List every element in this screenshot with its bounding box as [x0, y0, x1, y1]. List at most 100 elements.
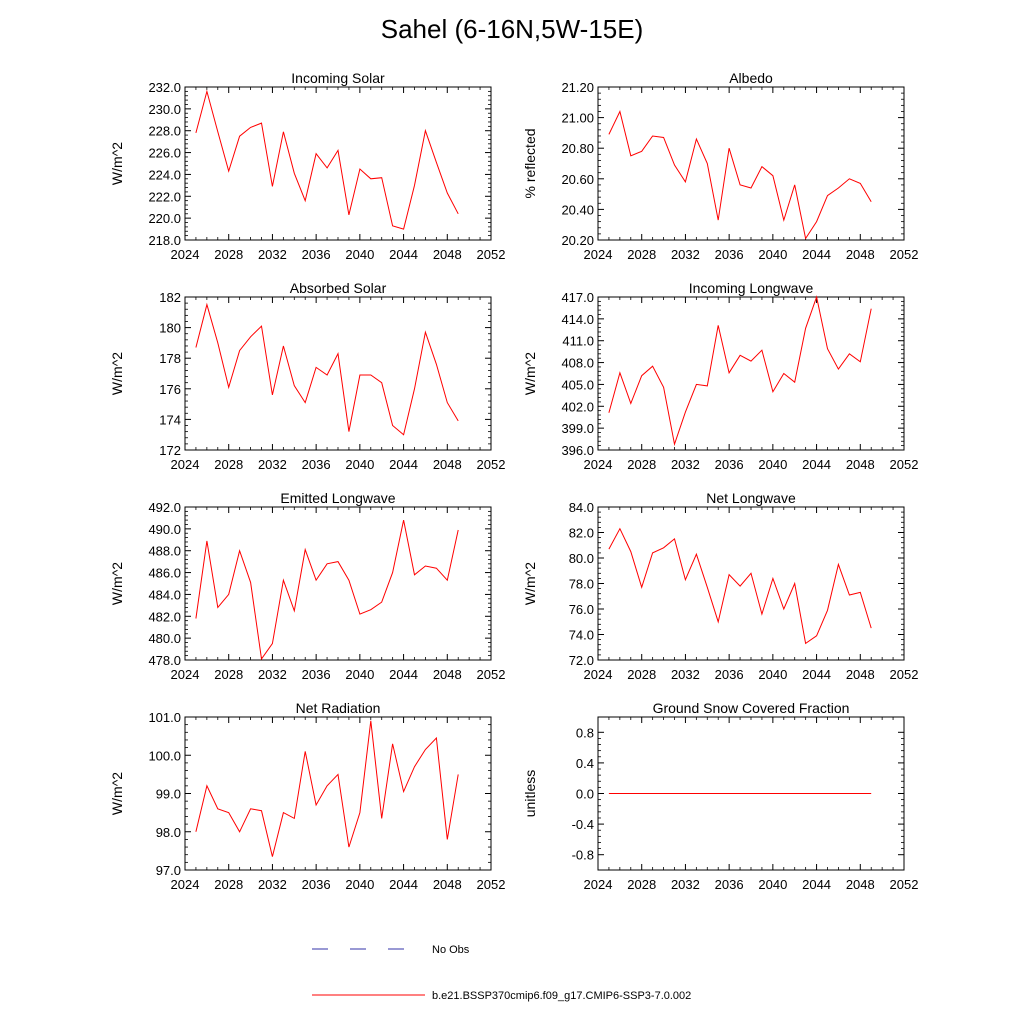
y-tick-label: 417.0	[561, 290, 594, 305]
y-tick-label: 230.0	[148, 102, 181, 117]
panel-emitted-longwave: Emitted Longwave W/m^2 2024 2028 2032 2036 204…	[109, 490, 505, 682]
y-tick-label: 97.0	[156, 863, 181, 878]
y-tick-label: 488.0	[148, 544, 181, 559]
x-tick-label: 2024	[171, 457, 200, 472]
y-tick-label: 408.0	[561, 356, 594, 371]
y-tick-label: 482.0	[148, 609, 181, 624]
panel-title: Net Radiation	[296, 700, 381, 716]
y-tick-label: -0.8	[572, 848, 594, 863]
y-axis-label: W/m^2	[109, 352, 125, 395]
y-tick-label: 172	[159, 443, 181, 458]
figure-title: Sahel (6-16N,5W-15E)	[380, 14, 644, 44]
x-tick-label: 2024	[584, 667, 613, 682]
y-tick-label: 99.0	[156, 787, 181, 802]
y-tick-label: 72.0	[569, 653, 594, 668]
panel-title: Emitted Longwave	[280, 490, 395, 506]
panel-title: Incoming Longwave	[689, 280, 814, 296]
x-tick-label: 2032	[671, 667, 700, 682]
x-tick-label: 2052	[890, 877, 919, 892]
y-tick-label: 20.80	[561, 141, 594, 156]
y-tick-label: 411.0	[562, 334, 594, 349]
x-tick-label: 2048	[433, 457, 462, 472]
panel-title: Albedo	[729, 70, 773, 86]
series-line-incoming-longwave	[608, 295, 872, 447]
y-tick-label: 20.40	[561, 202, 594, 217]
x-tick-label: 2032	[258, 247, 287, 262]
x-tick-label: 2036	[715, 667, 744, 682]
x-tick-label: 2048	[846, 457, 875, 472]
x-tick-label: 2044	[389, 457, 418, 472]
x-tick-label: 2028	[627, 667, 656, 682]
x-tick-label: 2032	[258, 457, 287, 472]
y-tick-label: 0.0	[576, 787, 594, 802]
x-tick-label: 2048	[433, 877, 462, 892]
panel-net-radiation: Net Radiation W/m^2 2024 2028 2032 2036 2040 20…	[109, 700, 505, 892]
y-tick-label: 76.0	[569, 602, 594, 617]
y-tick-label: 405.0	[561, 377, 594, 392]
x-tick-label: 2052	[477, 247, 506, 262]
y-tick-label: 0.8	[576, 725, 594, 740]
x-tick-label: 2044	[802, 667, 831, 682]
x-tick-label: 2040	[758, 877, 787, 892]
x-tick-label: 2028	[627, 877, 656, 892]
y-tick-label: 222.0	[148, 189, 181, 204]
x-tick-label: 2052	[890, 247, 919, 262]
panels-group: Incoming Solar W/m^2 2024 2028 2032 2036 2040 2…	[109, 70, 918, 892]
y-tick-label: 0.4	[576, 756, 594, 771]
x-tick-label: 2036	[302, 877, 331, 892]
x-tick-label: 2040	[345, 667, 374, 682]
x-tick-label: 2032	[671, 457, 700, 472]
x-tick-label: 2044	[389, 877, 418, 892]
y-tick-label: 84.0	[569, 500, 594, 515]
x-tick-label: 2024	[171, 877, 200, 892]
legend-model-label: b.e21.BSSP370cmip6.f09_g17.CMIP6-SSP3-7.…	[432, 990, 691, 1002]
x-tick-label: 2044	[389, 247, 418, 262]
plot-frame	[184, 296, 492, 451]
x-tick-label: 2036	[715, 877, 744, 892]
y-tick-label: 80.0	[569, 551, 594, 566]
x-tick-label: 2036	[302, 457, 331, 472]
y-axis-label: W/m^2	[522, 352, 538, 395]
panel-absorbed-solar: Absorbed Solar W/m^2 2024 2028 2032 2036 2040 2…	[109, 280, 505, 472]
x-tick-label: 2048	[433, 247, 462, 262]
y-axis-label: W/m^2	[109, 562, 125, 605]
x-tick-label: 2040	[345, 457, 374, 472]
y-tick-label: -0.4	[572, 817, 594, 832]
legend-obs-label: No Obs	[432, 944, 470, 956]
y-tick-label: 490.0	[148, 522, 181, 537]
x-tick-label: 2044	[802, 247, 831, 262]
x-tick-label: 2024	[584, 877, 613, 892]
x-tick-label: 2052	[890, 667, 919, 682]
x-tick-label: 2024	[584, 247, 613, 262]
x-tick-label: 2028	[627, 457, 656, 472]
y-tick-label: 176	[159, 382, 181, 397]
x-tick-label: 2048	[846, 247, 875, 262]
x-tick-label: 2036	[302, 247, 331, 262]
x-tick-label: 2040	[758, 247, 787, 262]
x-tick-label: 2028	[627, 247, 656, 262]
y-tick-label: 21.00	[561, 111, 594, 126]
panel-net-longwave: Net Longwave W/m^2 2024 2028 2032 2036 2040 204…	[522, 490, 918, 682]
x-tick-label: 2044	[802, 877, 831, 892]
y-tick-label: 480.0	[148, 631, 181, 646]
y-tick-label: 220.0	[148, 211, 181, 226]
panel-title: Net Longwave	[706, 490, 796, 506]
x-tick-label: 2040	[758, 457, 787, 472]
y-tick-label: 174	[159, 412, 181, 427]
y-tick-label: 396.0	[561, 443, 594, 458]
x-tick-label: 2036	[302, 667, 331, 682]
plot-frame	[184, 716, 492, 871]
x-tick-label: 2048	[846, 667, 875, 682]
x-tick-label: 2044	[802, 457, 831, 472]
y-tick-label: 414.0	[561, 312, 594, 327]
y-tick-label: 21.20	[561, 80, 594, 95]
y-tick-label: 101.0	[148, 710, 181, 725]
y-tick-label: 98.0	[156, 825, 181, 840]
x-tick-label: 2024	[171, 247, 200, 262]
y-tick-label: 218.0	[148, 233, 181, 248]
x-tick-label: 2032	[671, 247, 700, 262]
y-tick-label: 178	[159, 351, 181, 366]
x-tick-label: 2028	[214, 667, 243, 682]
y-tick-label: 228.0	[148, 124, 181, 139]
y-tick-label: 478.0	[148, 653, 181, 668]
